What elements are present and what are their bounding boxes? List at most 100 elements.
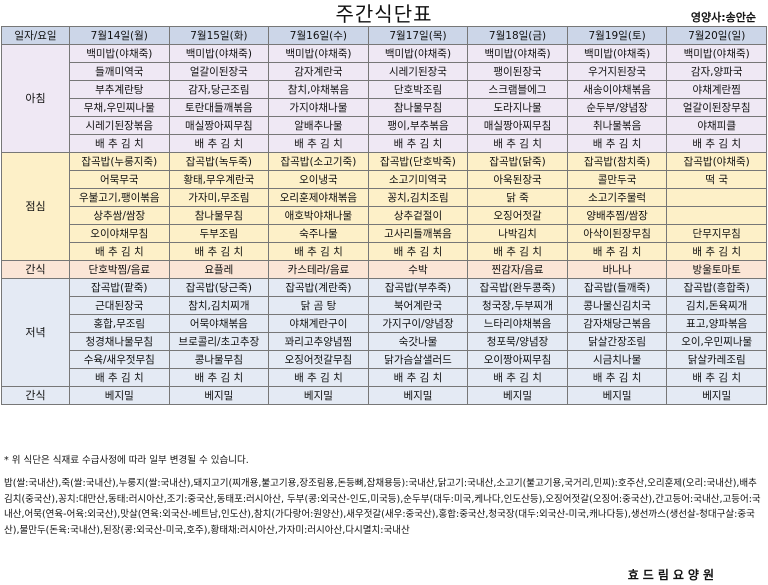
origin-info: 밥(쌀:국내산),죽(쌀:국내산),누룽지(쌀:국내산),돼지고기(찌개용,불고… [4,478,761,536]
menu-row: 홍합,무조림 어묵야채볶음 야채계란구이 가지구이/양념장 느타리야채볶음 감자채당근볶음… [2,314,767,333]
menu-cell: 닭가슴살샐러드 [367,350,469,369]
menu-row: 수육/새우젓무침 콩나물무침 오징어젓갈무침 닭가슴살샐러드 오이짱아찌무침 시금치나물 닭… [2,350,767,369]
menu-cell: 배 추 김 치 [666,368,767,387]
menu-cell: 상추쌈/쌈장 [69,206,170,225]
menu-row: 청경채나물무침 브로콜리/초고추장 꽈리고추양념찜 숙갓나물 청포묵/양념장 닭살간장조림… [2,332,767,351]
menu-cell: 어묵야채볶음 [168,314,270,333]
menu-cell: 오징어젓갈 [467,206,568,225]
menu-cell: 브로콜리/초고추장 [168,332,270,351]
menu-cell: 두부조림 [168,224,270,243]
menu-row: 점심 잡곡밥(누룽지죽) 잡곡밥(녹두죽) 잡곡밥(소고기죽) 잡곡밥(단호박죽) 잡곡밥… [1,152,767,261]
menu-cell: 배 추 김 치 [69,134,170,153]
menu-cell: 들깨미역국 [69,62,170,81]
menu-cell: 순두부/양념장 [566,98,668,117]
menu-cell: 콜만두국 [566,170,668,189]
menu-row: 저녁 잡곡밥(팥죽) 잡곡밥(당근죽) 잡곡밥(계란죽) 잡곡밥(부추죽) 잡곡밥(완두콩… [1,278,767,387]
menu-row: 상추쌈/쌈장 참나물무침 애호박야채나물 상추겉절이 오징어젓갈 양배추찜/쌈장 [2,206,767,225]
menu-row: 무채,우민찌나물 토란대들깨볶음 가지야채나물 참나물무침 도라지나물 순두부/양념장 얼갈… [2,98,767,117]
menu-cell: 배 추 김 치 [666,134,767,153]
menu-cell: 배 추 김 치 [268,134,369,153]
meal-label: 아침 [1,44,70,153]
menu-cell: 부추계란탕 [69,80,170,99]
day-header: 7월20일(일) [666,26,767,45]
menu-cell: 잡곡밥(부추죽) [367,278,469,297]
menu-cell: 시레기된장볶음 [69,116,170,135]
menu-cell: 배 추 김 치 [666,242,767,261]
menu-cell: 닭살간장조림 [566,332,668,351]
menu-cell: 청포묵/양념장 [467,332,568,351]
menu-cell: 야채계란구이 [268,314,369,333]
menu-cell: 토란대들깨볶음 [168,98,270,117]
menu-cell: 방울토마토 [666,260,767,279]
menu-cell: 단호박찜/음료 [69,260,170,279]
menu-cell: 북어계란국 [367,296,469,315]
day-header: 7월18일(금) [467,26,568,45]
menu-cell: 배 추 김 치 [566,134,668,153]
menu-row: 들깨미역국 얼갈이된장국 감자계란국 시레기된장국 팽이된장국 우거지된장국 감자,양파국 [2,62,767,81]
menu-cell: 어묵무국 [69,170,170,189]
menu-cell: 감자,양파국 [666,62,767,81]
menu-cell: 백미밥(야채죽) [268,44,369,63]
menu-cell: 베지밀 [69,386,170,405]
menu-cell: 참나물무침 [367,98,469,117]
day-header: 7월14일(월) [69,26,170,45]
date-column-header: 일자/요일 [1,26,70,45]
menu-cell: 백미밥(야채죽) [666,44,767,63]
menu-cell: 오이,우민찌나물 [666,332,767,351]
menu-cell: 백미밥(야채죽) [69,44,170,63]
menu-cell: 배 추 김 치 [168,242,270,261]
menu-cell: 청국장,두부찌개 [467,296,568,315]
menu-cell [666,206,767,225]
menu-cell: 청경채나물무침 [69,332,170,351]
menu-cell: 배 추 김 치 [367,134,469,153]
menu-cell: 나박김치 [467,224,568,243]
menu-cell: 감자,당근조림 [168,80,270,99]
menu-cell: 베지밀 [467,386,568,405]
meal-label: 저녁 [1,278,70,387]
menu-cell: 수박 [367,260,469,279]
menu-cell: 닭 곰 탕 [268,296,369,315]
menu-cell: 참나물무침 [168,206,270,225]
menu-cell: 백미밥(야채죽) [168,44,270,63]
menu-cell: 참치,야채볶음 [268,80,369,99]
menu-cell: 백미밥(야채죽) [566,44,668,63]
menu-cell: 근대된장국 [69,296,170,315]
meal-label: 점심 [1,152,70,261]
day-header: 7월19일(토) [566,26,668,45]
menu-cell: 수육/새우젓무침 [69,350,170,369]
menu-cell: 떡 국 [666,170,767,189]
menu-cell: 스크램블에그 [467,80,568,99]
menu-cell: 오징어젓갈무침 [268,350,369,369]
menu-cell: 우거지된장국 [566,62,668,81]
menu-cell: 바나나 [566,260,668,279]
menu-cell: 양배추찜/쌈장 [566,206,668,225]
page-title: 주간식단표 [335,2,433,26]
menu-cell: 꽈리고추양념찜 [268,332,369,351]
menu-cell: 얼갈이된장국 [168,62,270,81]
menu-cell: 참치,김치찌개 [168,296,270,315]
menu-cell: 우불고기,팽이볶음 [69,188,170,207]
menu-cell: 김치,돈육찌개 [666,296,767,315]
menu-cell: 배 추 김 치 [168,368,270,387]
facility-name: 효드림요양원 [627,568,718,582]
menu-row: 우불고기,팽이볶음 가자미,무조림 오리훈제야채볶음 꽁치,김치조림 닭 죽 소고기주물럭 [2,188,767,207]
menu-cell: 꽁치,김치조림 [367,188,469,207]
menu-cell: 잡곡밥(소고기죽) [268,152,369,171]
menu-cell: 숙갓나물 [367,332,469,351]
menu-cell: 야채피클 [666,116,767,135]
menu-cell: 요플레 [168,260,270,279]
menu-cell: 가자미,무조림 [168,188,270,207]
menu-cell: 감자채당근볶음 [566,314,668,333]
meal-label: 간식 [1,386,70,405]
menu-cell: 오이야채무침 [69,224,170,243]
menu-cell: 베지밀 [367,386,469,405]
menu-cell: 팽이,부추볶음 [367,116,469,135]
menu-cell: 야채계란찜 [666,80,767,99]
menu-cell: 시레기된장국 [367,62,469,81]
menu-cell: 가지구이/양념장 [367,314,469,333]
meal-label: 간식 [1,260,70,279]
menu-cell: 표고,양파볶음 [666,314,767,333]
menu-cell: 베지밀 [566,386,668,405]
